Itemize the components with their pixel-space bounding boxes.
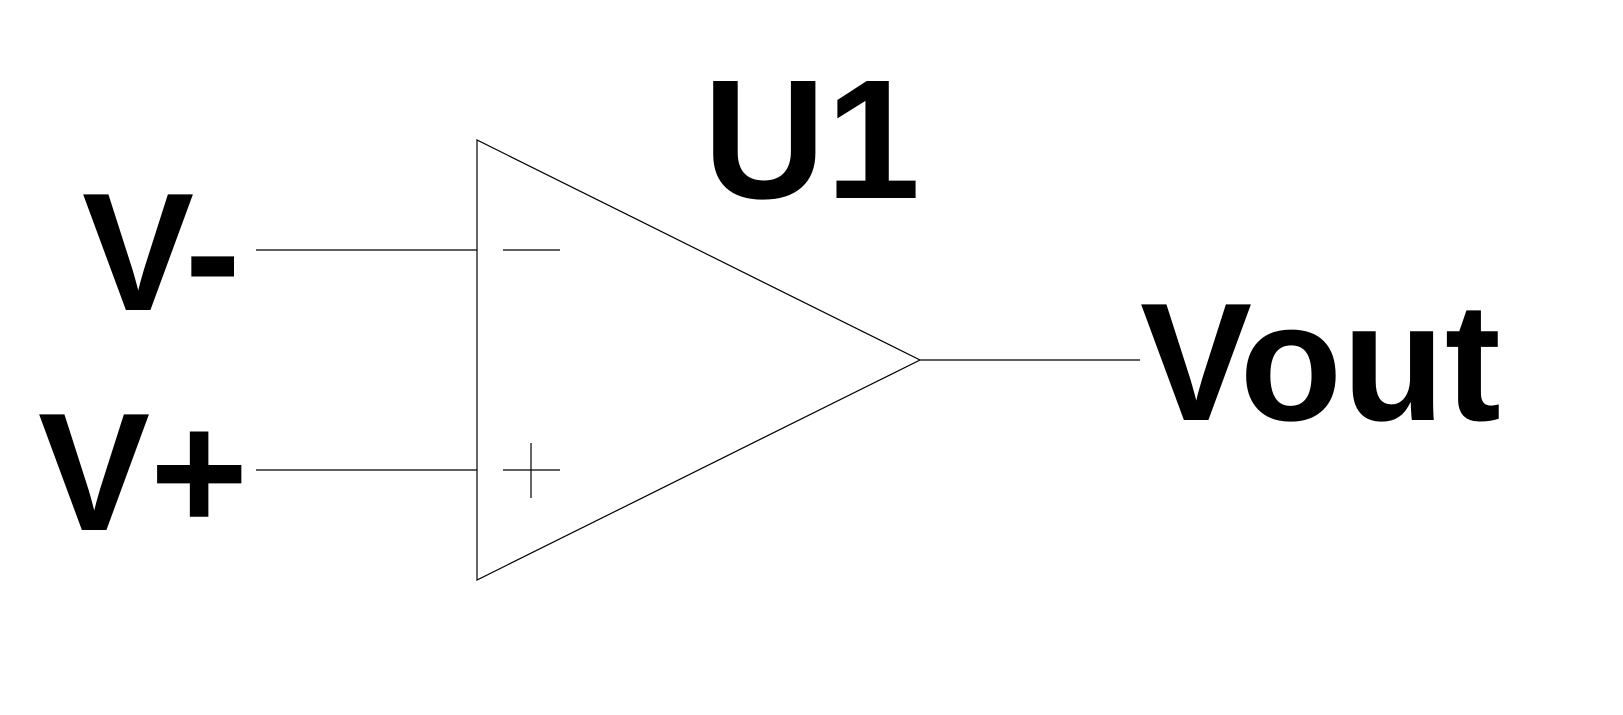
op-amp-triangle [476, 139, 922, 581]
output-label: Vout [1140, 268, 1501, 456]
non-inverting-input-label: V+ [38, 378, 248, 566]
inverting-input-label: V- [82, 158, 241, 346]
plus-icon [503, 443, 560, 498]
component-designator: U1 [703, 45, 920, 235]
